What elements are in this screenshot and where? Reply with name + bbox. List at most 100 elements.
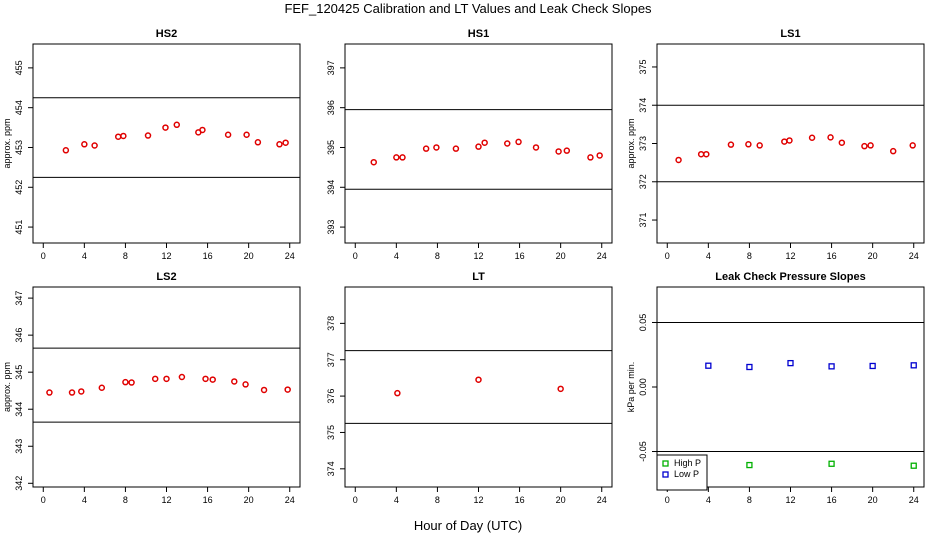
data-point bbox=[475, 376, 482, 383]
data-point bbox=[889, 147, 897, 155]
y-tick-label: 454 bbox=[14, 100, 24, 115]
x-tick-label: 4 bbox=[82, 495, 87, 505]
data-point bbox=[481, 139, 488, 146]
data-point bbox=[120, 132, 127, 140]
data-point bbox=[786, 137, 793, 144]
y-axis-label: approx. ppm bbox=[2, 362, 12, 412]
data-point bbox=[909, 142, 916, 149]
x-tick-label: 8 bbox=[435, 495, 440, 505]
panel-title: Leak Check Pressure Slopes bbox=[715, 271, 865, 283]
x-tick-label: 24 bbox=[597, 495, 607, 505]
x-tick-label: 4 bbox=[82, 251, 87, 261]
data-point bbox=[861, 142, 868, 150]
data-point bbox=[555, 148, 562, 155]
data-point bbox=[703, 150, 710, 158]
x-tick-label: 8 bbox=[123, 495, 128, 505]
x-tick-label: 8 bbox=[123, 251, 128, 261]
panel-title: LS2 bbox=[156, 271, 176, 283]
y-tick-label: 374 bbox=[638, 98, 648, 113]
y-tick-label: 373 bbox=[638, 136, 648, 151]
panel-lt: LT 0 4 8 12 16 20 24 374 375 376 377 378 bbox=[326, 271, 613, 505]
y-tick-label: 377 bbox=[326, 352, 336, 367]
y-tick-label: 0.05 bbox=[638, 314, 648, 332]
panel-title: LS1 bbox=[780, 28, 800, 40]
data-point bbox=[91, 142, 98, 149]
y-tick-label: 345 bbox=[14, 365, 24, 380]
y-tick-label: 397 bbox=[326, 60, 336, 75]
y-axis-label: kPa per min. bbox=[626, 362, 636, 413]
y-tick-label: 0.00 bbox=[638, 378, 648, 396]
data-point bbox=[163, 375, 170, 383]
y-tick-label: 347 bbox=[14, 291, 24, 306]
x-tick-label: 0 bbox=[41, 495, 46, 505]
data-point bbox=[422, 145, 430, 152]
data-point bbox=[284, 386, 291, 393]
data-point bbox=[746, 461, 753, 469]
data-point bbox=[151, 375, 159, 383]
x-tick-label: 0 bbox=[353, 251, 358, 261]
data-point bbox=[231, 378, 238, 385]
x-tick-label: 16 bbox=[515, 251, 525, 261]
data-point bbox=[910, 362, 917, 369]
data-point bbox=[515, 138, 522, 146]
data-point bbox=[675, 156, 682, 164]
y-tick-label: 395 bbox=[326, 140, 336, 155]
data-point bbox=[756, 142, 763, 149]
x-tick-label: 8 bbox=[747, 251, 752, 261]
legend-label: Low P bbox=[674, 469, 699, 479]
data-point bbox=[276, 141, 283, 148]
x-tick-label: 0 bbox=[41, 251, 46, 261]
x-tick-label: 20 bbox=[868, 495, 878, 505]
x-tick-label: 16 bbox=[827, 251, 837, 261]
x-tick-label: 20 bbox=[244, 495, 254, 505]
data-point bbox=[563, 147, 571, 154]
x-tick-label: 24 bbox=[597, 251, 607, 261]
y-tick-label: 375 bbox=[638, 59, 648, 74]
data-point bbox=[173, 121, 181, 129]
x-tick-label: 24 bbox=[285, 251, 295, 261]
x-tick-label: 20 bbox=[244, 251, 254, 261]
data-point bbox=[869, 362, 876, 370]
legend-label: High P bbox=[674, 458, 701, 468]
plot-frame bbox=[344, 286, 613, 488]
y-tick-label: 346 bbox=[14, 328, 24, 343]
x-tick-label: 4 bbox=[706, 495, 711, 505]
y-tick-label: 342 bbox=[14, 476, 24, 491]
panel-hs2: HS2 0 4 8 12 16 20 24 451 452 453 454 455 approx. ppm bbox=[2, 28, 301, 261]
y-tick-label: 372 bbox=[638, 174, 648, 189]
y-tick-label: 452 bbox=[14, 180, 24, 195]
data-point bbox=[282, 139, 289, 146]
data-point bbox=[910, 462, 917, 469]
y-tick-label: 378 bbox=[326, 316, 336, 331]
data-point bbox=[697, 150, 705, 158]
x-tick-label: 12 bbox=[785, 495, 795, 505]
data-point bbox=[532, 144, 540, 151]
data-point bbox=[867, 142, 874, 149]
panel-ls1: LS1 0 4 8 12 16 20 24 371 372 373 374 375 approx. ppm bbox=[626, 28, 925, 261]
y-tick-label: 451 bbox=[14, 220, 24, 235]
data-point bbox=[587, 154, 594, 161]
y-axis-label: approx. ppm bbox=[626, 118, 636, 168]
legend-marker bbox=[662, 460, 669, 467]
x-tick-label: 4 bbox=[706, 251, 711, 261]
x-tick-label: 12 bbox=[161, 495, 171, 505]
x-tick-label: 16 bbox=[203, 495, 213, 505]
plot-frame bbox=[32, 286, 301, 488]
data-point bbox=[504, 140, 511, 147]
data-point bbox=[46, 389, 53, 396]
y-tick-label: 344 bbox=[14, 402, 24, 417]
data-point bbox=[394, 389, 401, 397]
figure-title: FEF_120425 Calibration and LT Values and… bbox=[284, 1, 652, 16]
shared-x-axis-label: Hour of Day (UTC) bbox=[413, 518, 523, 533]
y-tick-label: 453 bbox=[14, 140, 24, 155]
y-tick-label: 394 bbox=[326, 180, 336, 195]
data-point bbox=[78, 388, 85, 395]
y-tick-label: 396 bbox=[326, 100, 336, 115]
data-point bbox=[202, 375, 209, 383]
data-point bbox=[475, 143, 482, 150]
x-tick-label: 0 bbox=[353, 495, 358, 505]
data-point bbox=[260, 386, 268, 394]
x-tick-label: 8 bbox=[435, 251, 440, 261]
y-axis-label: approx. ppm bbox=[2, 118, 12, 168]
